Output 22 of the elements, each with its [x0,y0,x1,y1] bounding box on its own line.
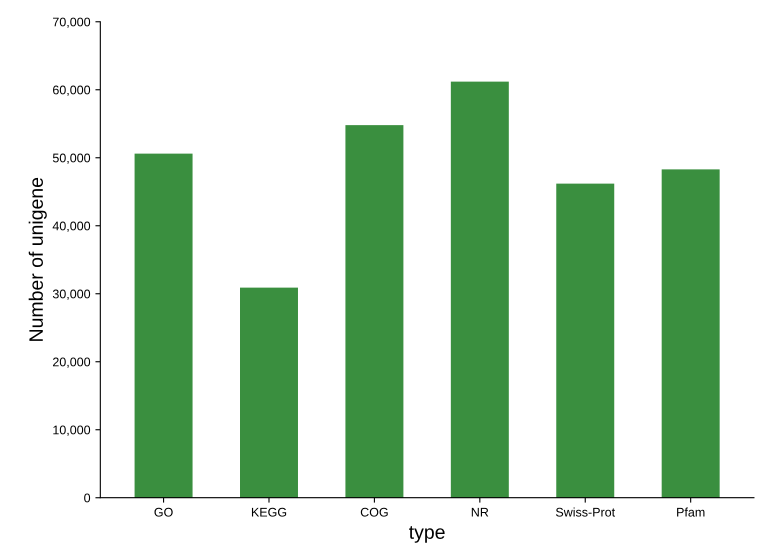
y-tick-label: 70,000 [53,18,90,28]
y-tick-label: 20,000 [53,358,90,368]
y-tick-label: 60,000 [53,86,90,96]
y-tick-label: 40,000 [52,222,90,232]
x-tick-label: NR [472,508,488,517]
bar [345,125,404,498]
y-tick-label: 50,000 [52,154,90,164]
bar [134,154,193,498]
y-tick-label: 10,000 [53,426,90,436]
x-tick-label: KEGG [252,508,286,517]
x-tick-label: GO [154,508,173,517]
bar [450,82,509,498]
y-tick-label: 0 [84,494,90,502]
x-tick-label: COG [360,508,388,517]
y-tick-label: 30,000 [52,290,90,300]
x-axis-title: type [409,526,445,543]
bar [240,288,298,498]
y-axis-title: Number of unigene [28,178,47,341]
bar [556,184,614,498]
x-tick-label: Swiss-Prot [556,507,616,517]
x-tick-label: Pfam [677,507,704,517]
bar [662,169,720,498]
